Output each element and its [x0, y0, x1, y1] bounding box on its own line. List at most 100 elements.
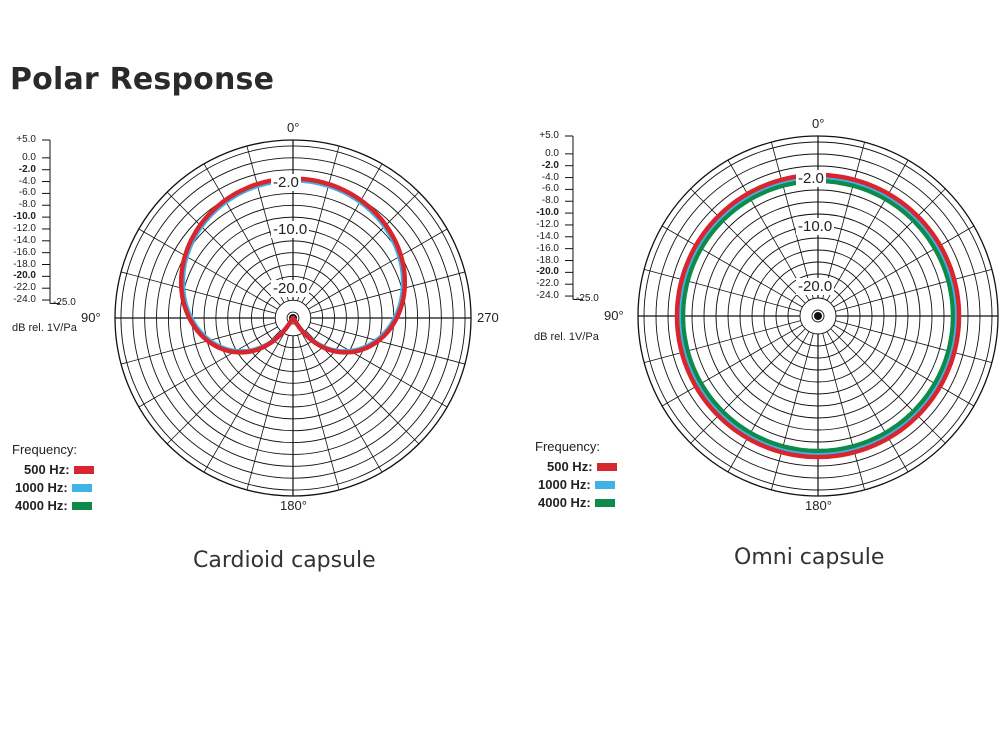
- grid-spoke: [246, 145, 289, 301]
- grid-spoke: [833, 324, 975, 407]
- page-title: Polar Response: [10, 62, 275, 97]
- db-scale-tick-label: -18.0: [536, 254, 559, 266]
- db-scale-tick-label: -8.0: [18, 199, 36, 211]
- db-scale-axis: [42, 139, 60, 304]
- angle-label-left: 90°: [604, 308, 624, 323]
- grid-ring: [227, 252, 359, 384]
- series-500hz: [674, 172, 962, 460]
- grid-spoke: [690, 328, 806, 444]
- grid-spoke: [120, 271, 276, 314]
- legend-label: 1000 Hz:: [538, 477, 591, 492]
- grid-spoke: [661, 225, 803, 308]
- grid-spoke: [308, 326, 448, 408]
- grid-spoke: [297, 145, 340, 301]
- grid-ring: [667, 165, 969, 467]
- grid-ring: [274, 299, 312, 337]
- center-hub: [814, 312, 822, 320]
- series-500hz: [178, 176, 408, 355]
- angle-label-bottom: 180°: [280, 498, 307, 513]
- grid-spoke: [771, 142, 814, 299]
- legend-label: 500 Hz:: [547, 459, 593, 474]
- grid-spoke: [644, 269, 801, 312]
- ring-label: -20.0: [271, 280, 310, 298]
- db-scale-tick-label: 0.0: [22, 151, 36, 163]
- grid-spoke: [830, 188, 946, 304]
- db-scale-tick-label: -6.0: [541, 183, 559, 195]
- grid-ring: [727, 225, 909, 407]
- db-scale-tick-label: -24.0: [13, 294, 36, 306]
- db-scale-min-label: -25.0: [53, 297, 76, 309]
- grid-ring: [286, 311, 300, 325]
- legend-title: Frequency:: [535, 439, 601, 454]
- outer-ring: [114, 139, 472, 497]
- db-scale-tick-label: -22.0: [13, 282, 36, 294]
- legend-label: 4000 Hz:: [538, 495, 591, 510]
- db-scale-tick-label: -24.0: [536, 290, 559, 302]
- db-scale-tick-label: -16.0: [536, 242, 559, 254]
- grid-spoke: [826, 331, 909, 473]
- db-unit-label: dB rel. 1V/Pa: [12, 322, 77, 334]
- grid-ring: [775, 273, 861, 359]
- grid-ring: [203, 228, 383, 408]
- grid-spoke: [644, 320, 801, 363]
- db-scale-tick-label: -12.0: [536, 218, 559, 230]
- legend-label: 4000 Hz:: [15, 498, 68, 513]
- polar-plot: [114, 139, 472, 497]
- db-scale-tick-label: -20.0: [13, 270, 36, 282]
- grid-spoke: [166, 191, 281, 306]
- db-scale-min-label: -25.0: [576, 293, 599, 305]
- angle-label-top: 0°: [287, 120, 300, 135]
- grid-spoke: [826, 159, 909, 301]
- grid-spoke: [297, 335, 340, 491]
- db-scale-tick-label: -14.0: [13, 234, 36, 246]
- grid-spoke: [310, 322, 466, 365]
- grid-spoke: [822, 142, 865, 299]
- grid-spoke: [771, 333, 814, 490]
- grid-spoke: [822, 333, 865, 490]
- db-scale-tick-label: -22.0: [536, 278, 559, 290]
- angle-label-right: 270: [477, 310, 499, 325]
- ring-label: -20.0: [796, 278, 835, 295]
- ring-label: -2.0: [271, 173, 301, 191]
- legend-swatch: [594, 480, 615, 489]
- grid-ring: [643, 141, 993, 491]
- chart-caption: Cardioid capsule: [193, 548, 376, 573]
- db-scale-tick-label: -14.0: [536, 230, 559, 242]
- grid-spoke: [246, 335, 289, 491]
- db-scale-tick-label: -4.0: [18, 175, 36, 187]
- grid-ring: [144, 169, 442, 467]
- grid-ring: [787, 285, 849, 347]
- center-hub: [289, 314, 297, 322]
- grid-spoke: [301, 333, 383, 473]
- series-1000hz: [676, 174, 960, 458]
- db-scale-axis: [565, 135, 583, 300]
- db-scale-tick-label: +5.0: [539, 130, 559, 141]
- legend-label: 1000 Hz:: [15, 480, 68, 495]
- legend-swatch: [71, 501, 92, 510]
- grid-spoke: [138, 326, 278, 408]
- db-scale-tick-label: +5.0: [16, 134, 36, 145]
- grid-ring: [167, 192, 419, 444]
- grid-spoke: [833, 225, 975, 308]
- legend-title: Frequency:: [12, 442, 78, 457]
- grid-spoke: [120, 322, 276, 365]
- grid-ring: [655, 153, 981, 479]
- grid-spoke: [835, 320, 992, 363]
- angle-label-bottom: 180°: [805, 498, 832, 513]
- legend-swatch: [71, 483, 92, 492]
- ring-label: -2.0: [796, 170, 826, 187]
- grid-spoke: [138, 228, 278, 310]
- grid-ring: [215, 240, 371, 396]
- grid-ring: [262, 287, 324, 349]
- grid-ring: [739, 237, 897, 395]
- outer-ring: [637, 135, 999, 497]
- grid-spoke: [308, 228, 448, 310]
- grid-ring: [703, 201, 933, 431]
- grid-spoke: [310, 271, 466, 314]
- polar-plot: [637, 135, 999, 497]
- grid-spoke: [727, 159, 810, 301]
- db-scale-tick-label: -20.0: [536, 266, 559, 278]
- legend-entry: 4000 Hz:: [538, 495, 615, 510]
- db-scale-tick-label: -2.0: [541, 159, 559, 171]
